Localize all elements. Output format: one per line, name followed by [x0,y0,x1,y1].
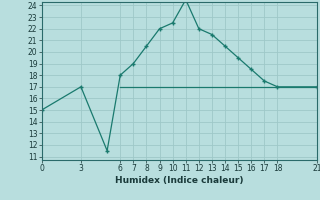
X-axis label: Humidex (Indice chaleur): Humidex (Indice chaleur) [115,176,244,185]
